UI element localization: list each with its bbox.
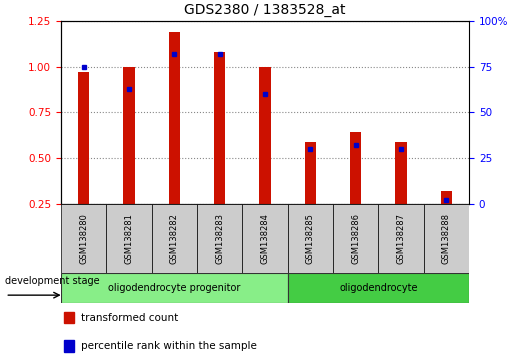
Bar [123, 67, 135, 204]
Bar [197, 204, 242, 273]
Bar [78, 72, 89, 204]
Title: GDS2380 / 1383528_at: GDS2380 / 1383528_at [184, 4, 346, 17]
Bar [350, 132, 361, 204]
Bar [288, 204, 333, 273]
Bar [242, 204, 288, 273]
Bar [61, 204, 107, 273]
Bar [107, 204, 152, 273]
Bar [152, 204, 197, 273]
Bar [378, 204, 423, 273]
Text: GSM138283: GSM138283 [215, 212, 224, 264]
Text: GSM138284: GSM138284 [261, 213, 269, 263]
Bar [395, 142, 407, 204]
Bar [214, 52, 225, 204]
Text: GSM138281: GSM138281 [125, 213, 134, 263]
Bar [61, 273, 288, 303]
Text: oligodendrocyte progenitor: oligodendrocyte progenitor [108, 282, 241, 293]
Text: transformed count: transformed count [81, 313, 178, 322]
Text: oligodendrocyte: oligodendrocyte [339, 282, 418, 293]
Text: GSM138285: GSM138285 [306, 213, 315, 263]
Text: GSM138282: GSM138282 [170, 213, 179, 263]
Bar [441, 191, 452, 204]
Bar [64, 340, 74, 352]
Bar [64, 312, 74, 323]
Text: GSM138288: GSM138288 [442, 212, 451, 264]
Bar [169, 32, 180, 204]
Text: development stage: development stage [5, 276, 100, 286]
Bar [259, 67, 271, 204]
Bar [288, 273, 469, 303]
Text: GSM138286: GSM138286 [351, 212, 360, 264]
Bar [305, 142, 316, 204]
Text: percentile rank within the sample: percentile rank within the sample [81, 341, 257, 351]
Text: GSM138287: GSM138287 [396, 212, 405, 264]
Bar [333, 204, 378, 273]
Bar [423, 204, 469, 273]
Text: GSM138280: GSM138280 [79, 213, 88, 263]
